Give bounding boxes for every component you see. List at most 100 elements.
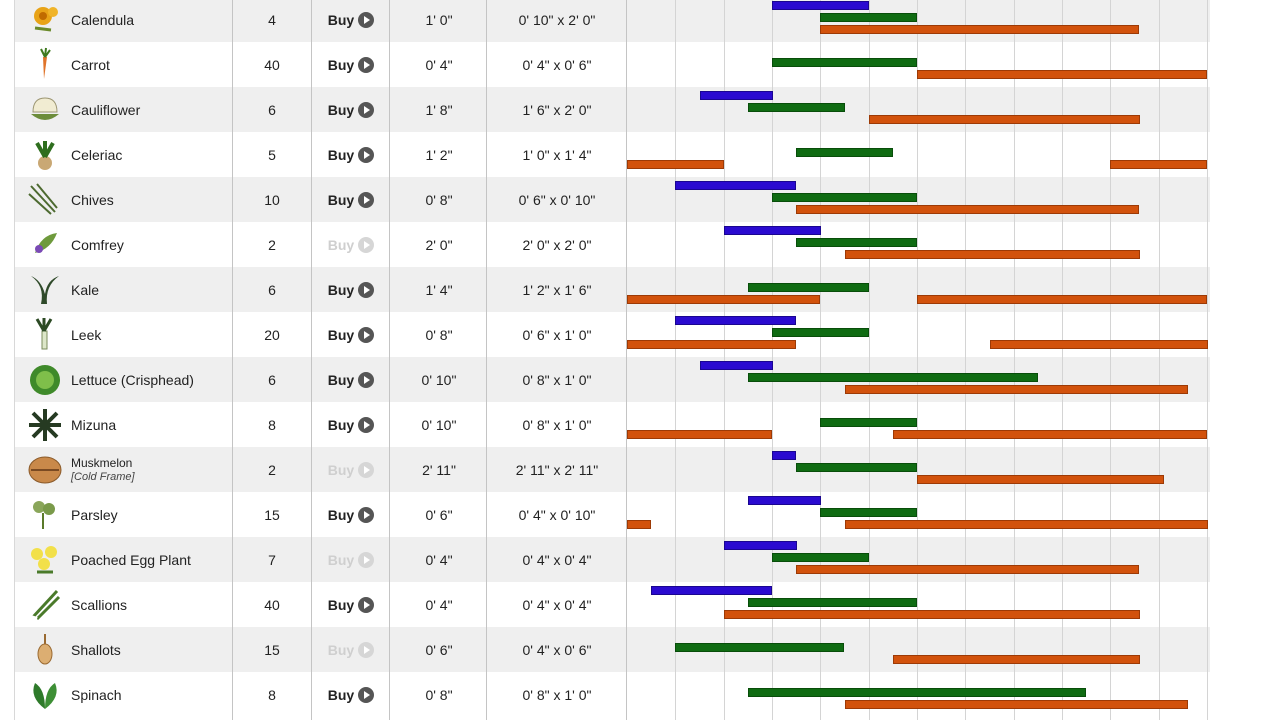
sow-period-bar: [675, 181, 796, 190]
plant-name-text[interactable]: Celeriac: [71, 146, 123, 163]
table-row: Scallions 40 Buy 0' 4" 0' 4" x 0' 4": [15, 582, 1210, 627]
carrot-icon: [23, 42, 67, 87]
plant-name[interactable]: Mizuna: [71, 418, 116, 432]
plant-name[interactable]: Leek: [71, 328, 101, 342]
buy-button[interactable]: Buy: [312, 312, 390, 357]
plant-name-text[interactable]: Parsley: [71, 506, 118, 523]
plant-name[interactable]: Calendula: [71, 13, 134, 27]
plant-name-cell[interactable]: Chives: [71, 177, 231, 222]
buy-label: Buy: [327, 236, 355, 253]
buy-button[interactable]: Buy: [312, 267, 390, 312]
plant-name[interactable]: Carrot: [71, 58, 110, 72]
plant-name-cell[interactable]: Celeriac: [71, 132, 231, 177]
plant-name-text[interactable]: Spinach: [71, 686, 122, 703]
harvest-period-bar: [724, 610, 1140, 619]
plant-name[interactable]: Lettuce (Crisphead): [71, 373, 194, 387]
plant-spacing: 0' 8" x 1' 0": [522, 371, 592, 388]
buy-button[interactable]: Buy: [312, 492, 390, 537]
plant-name-text[interactable]: Lettuce (Crisphead): [71, 371, 194, 388]
plant-name[interactable]: Shallots: [71, 643, 121, 657]
plant-name-text[interactable]: Shallots: [71, 641, 121, 658]
comfrey-icon: [23, 222, 67, 267]
buy-button[interactable]: Buy: [312, 672, 390, 717]
harvest-period-bar: [917, 70, 1207, 79]
month-gridline: [965, 0, 966, 720]
plant-period-bar: [748, 688, 1086, 697]
table-row: Muskmelon [Cold Frame] 2 Buy 2' 11" 2' 11" x …: [15, 447, 1210, 492]
plant-name-text[interactable]: Comfrey: [71, 236, 124, 253]
plant-name-cell[interactable]: Comfrey: [71, 222, 231, 267]
sow-period-bar: [772, 1, 869, 10]
buy-button[interactable]: Buy: [312, 177, 390, 222]
plant-spacing: 0' 4" x 0' 6": [522, 641, 592, 658]
harvest-period-bar: [627, 430, 772, 439]
plant-name-cell[interactable]: Lettuce (Crisphead): [71, 357, 231, 402]
buy-button[interactable]: Buy: [312, 582, 390, 627]
play-arrow-icon: [358, 506, 375, 523]
plant-period-bar: [820, 13, 917, 22]
buy-button[interactable]: Buy: [312, 0, 390, 42]
plant-name[interactable]: Comfrey: [71, 238, 124, 252]
plant-period-bar: [748, 103, 845, 112]
plant-name-text[interactable]: Carrot: [71, 56, 110, 73]
plant-name-text[interactable]: Mizuna: [71, 416, 117, 433]
month-gridline: [1014, 0, 1015, 720]
plant-name-cell[interactable]: Mizuna: [71, 402, 231, 447]
plant-name-cell[interactable]: Spinach: [71, 672, 231, 717]
plant-name-text[interactable]: Poached Egg Plant: [71, 551, 191, 568]
plant-count: 40: [264, 56, 280, 73]
plant-name-cell[interactable]: Muskmelon [Cold Frame]: [71, 447, 231, 492]
sow-period-bar: [651, 586, 772, 595]
harvest-period-bar: [627, 340, 796, 349]
plant-name-cell[interactable]: Parsley: [71, 492, 231, 537]
buy-button[interactable]: Buy: [312, 42, 390, 87]
plant-name-text[interactable]: Leek: [71, 326, 102, 343]
plant-size: 2' 0": [425, 236, 453, 253]
play-arrow-icon: [358, 371, 375, 388]
buy-button[interactable]: Buy: [312, 357, 390, 402]
plant-size: 1' 4": [425, 281, 453, 298]
plant-name-text[interactable]: Chives: [71, 191, 114, 208]
buy-button[interactable]: Buy: [312, 132, 390, 177]
plant-name-cell[interactable]: Kale: [71, 267, 231, 312]
plant-name-cell[interactable]: Leek: [71, 312, 231, 357]
plant-name[interactable]: Cauliflower: [71, 103, 140, 117]
plant-name-cell[interactable]: Poached Egg Plant: [71, 537, 231, 582]
play-arrow-icon: [358, 641, 375, 658]
plant-name-text[interactable]: Muskmelon: [71, 455, 133, 470]
plant-name-text[interactable]: Kale: [71, 281, 100, 298]
plant-name-cell[interactable]: Calendula: [71, 0, 231, 42]
plant-name[interactable]: Poached Egg Plant: [71, 553, 191, 567]
harvest-period-bar: [990, 340, 1208, 349]
buy-label: Buy: [327, 56, 355, 73]
buy-button[interactable]: Buy: [312, 87, 390, 132]
plant-name-cell[interactable]: Cauliflower: [71, 87, 231, 132]
plant-name[interactable]: Chives: [71, 193, 114, 207]
plant-name-text[interactable]: Calendula: [71, 11, 135, 28]
kale-icon: [23, 267, 67, 312]
column-divider: [232, 0, 233, 720]
play-arrow-icon: [358, 281, 375, 298]
plant-size: 1' 8": [425, 101, 453, 118]
table-row: Mizuna 8 Buy 0' 10" 0' 8" x 1' 0": [15, 402, 1210, 447]
plant-name[interactable]: Scallions: [71, 598, 127, 612]
plant-name[interactable]: Spinach: [71, 688, 122, 702]
plant-name[interactable]: Kale: [71, 283, 99, 297]
plant-name[interactable]: Muskmelon [Cold Frame]: [71, 456, 135, 484]
harvest-period-bar: [917, 295, 1207, 304]
plant-name-cell[interactable]: Carrot: [71, 42, 231, 87]
plant-name-cell[interactable]: Shallots: [71, 627, 231, 672]
table-row: Parsley 15 Buy 0' 6" 0' 4" x 0' 10": [15, 492, 1210, 537]
sow-period-bar: [700, 91, 773, 100]
plant-name-cell[interactable]: Scallions: [71, 582, 231, 627]
plant-period-bar: [748, 373, 1038, 382]
plant-name-text[interactable]: Cauliflower: [71, 101, 141, 118]
plant-name[interactable]: Celeriac: [71, 148, 122, 162]
play-arrow-icon: [358, 416, 375, 433]
plant-name-text[interactable]: Scallions: [71, 596, 128, 613]
buy-button[interactable]: Buy: [312, 402, 390, 447]
play-arrow-icon: [358, 236, 375, 253]
buy-label: Buy: [327, 596, 355, 613]
plant-name[interactable]: Parsley: [71, 508, 118, 522]
